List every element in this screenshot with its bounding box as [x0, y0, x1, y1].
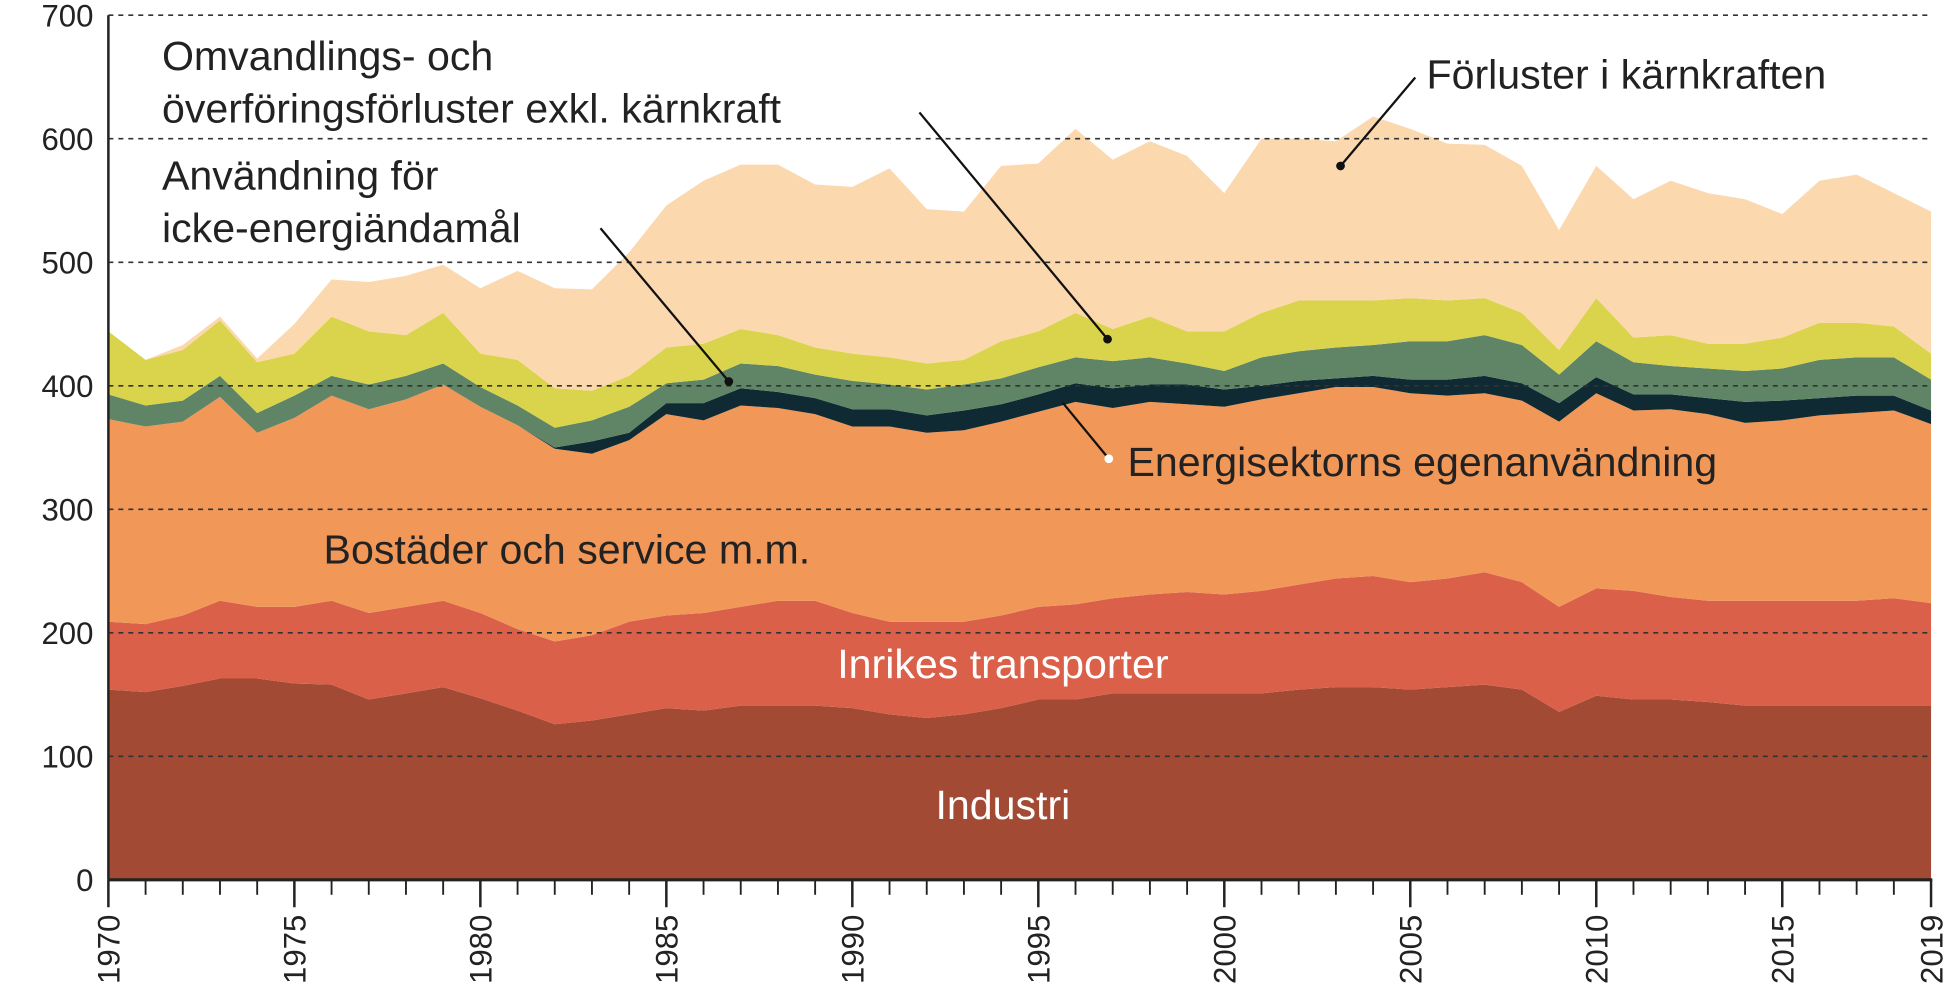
- leader-dot: [1103, 334, 1112, 344]
- area: [108, 678, 1932, 880]
- x-tick-label: 2019: [1914, 915, 1946, 984]
- series-label: Industri: [935, 782, 1070, 828]
- y-tick-label: 600: [42, 122, 94, 157]
- area: [108, 572, 1932, 725]
- series-label: Energisektorns egenanvändning: [1127, 439, 1717, 485]
- y-tick-label: 0: [76, 863, 93, 898]
- y-tick-label: 400: [42, 369, 94, 404]
- x-tick-label: 1970: [92, 915, 127, 984]
- series-label: Omvandlings- och överföringsförluster exk…: [162, 33, 782, 131]
- x-tick-label: 1980: [464, 915, 499, 984]
- x-tick-label: 1975: [278, 915, 313, 984]
- y-tick-label: 700: [42, 0, 94, 33]
- y-tick-label: 500: [42, 245, 94, 280]
- y-tick-label: 300: [42, 493, 94, 528]
- y-tick-label: 100: [42, 740, 94, 775]
- area: [108, 298, 1932, 428]
- y-tick-label: 200: [42, 616, 94, 651]
- area: [108, 375, 1932, 454]
- x-tick-label: 1995: [1022, 915, 1057, 984]
- x-tick-label: 2015: [1765, 915, 1800, 984]
- leader-line: [599, 227, 730, 383]
- leader-dot: [1336, 161, 1345, 171]
- series-label: Bostäder och service m.m.: [324, 526, 811, 572]
- x-tick-label: 2005: [1394, 915, 1429, 984]
- x-tick-label: 1985: [650, 915, 685, 984]
- series-label: Användning för icke-energiändamål: [162, 153, 521, 251]
- series-label: Förluster i kärnkraften: [1426, 52, 1826, 98]
- x-tick-label: 2000: [1208, 915, 1243, 984]
- leader-line: [1061, 401, 1110, 460]
- leader-line: [1339, 76, 1417, 167]
- leader-line: [918, 111, 1109, 340]
- area: [108, 335, 1932, 448]
- leader-dot: [724, 377, 734, 386]
- area: [108, 384, 1932, 642]
- area: [108, 116, 1932, 391]
- leader-dot: [1104, 454, 1114, 464]
- x-tick-label: 1990: [836, 915, 871, 984]
- x-tick-label: 2010: [1579, 915, 1614, 984]
- series-label: Inrikes transporter: [837, 641, 1168, 687]
